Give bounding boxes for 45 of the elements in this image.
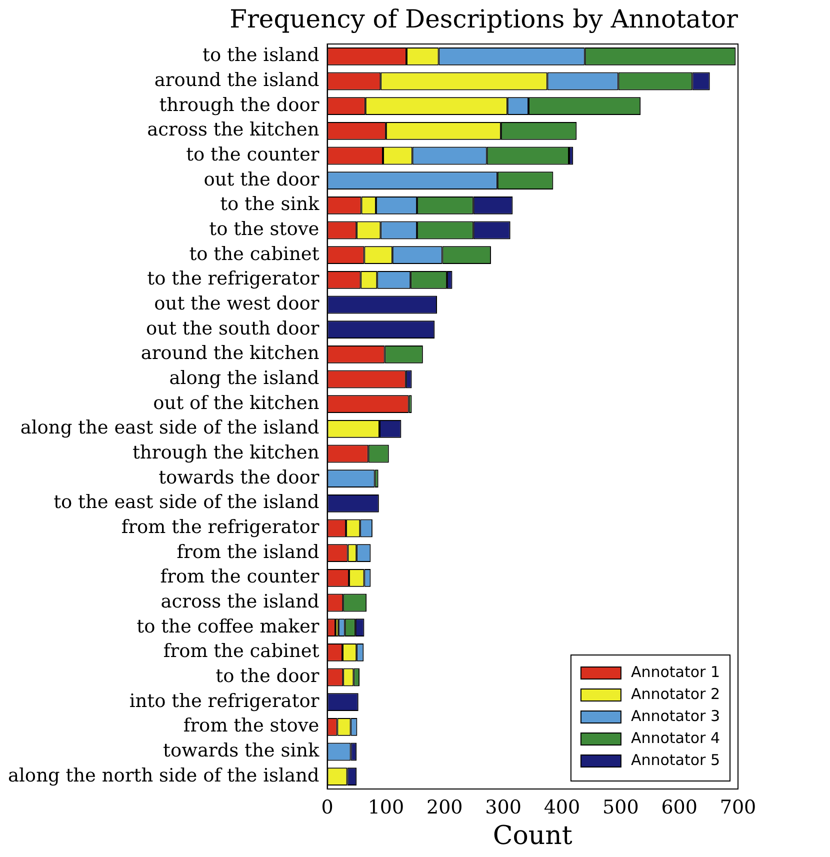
y-tick-label: along the east side of the island bbox=[20, 418, 320, 439]
y-tick-label: from the island bbox=[176, 542, 320, 563]
y-tick-label: to the east side of the island bbox=[54, 492, 320, 514]
x-tick-label: 600 bbox=[661, 796, 698, 818]
y-tick-label: from the cabinet bbox=[163, 641, 320, 662]
y-tick-label: out the south door bbox=[146, 318, 320, 340]
x-axis-title: Count bbox=[492, 821, 573, 852]
y-tick-label: across the kitchen bbox=[147, 120, 320, 141]
y-tick-label: towards the sink bbox=[163, 740, 320, 762]
y-tick-label: to the door bbox=[216, 666, 320, 688]
y-tick-label: out of the kitchen bbox=[153, 392, 320, 414]
y-tick-label: from the counter bbox=[160, 566, 320, 588]
x-tick-label: 500 bbox=[602, 796, 639, 818]
x-tick-label: 200 bbox=[426, 796, 463, 818]
legend-label: Annotator 1 bbox=[630, 662, 720, 681]
y-tick-label: around the kitchen bbox=[140, 343, 320, 364]
x-tick-label: 300 bbox=[485, 796, 522, 818]
y-tick-label: through the kitchen bbox=[132, 442, 320, 464]
legend-label: Annotator 3 bbox=[630, 706, 720, 725]
y-tick-label: out the door bbox=[204, 169, 320, 190]
y-tick-label: across the island bbox=[160, 592, 320, 613]
y-tick-label: to the refrigerator bbox=[147, 268, 320, 290]
y-tick-label: along the island bbox=[169, 368, 320, 390]
x-tick-label: 100 bbox=[368, 796, 404, 818]
y-tick-label: to the counter bbox=[186, 144, 320, 166]
legend-label: Annotator 2 bbox=[630, 684, 720, 703]
y-tick-label: from the stove bbox=[183, 716, 320, 737]
legend-label: Annotator 4 bbox=[630, 728, 720, 747]
x-tick-label: 700 bbox=[720, 796, 756, 818]
x-tick-label: 400 bbox=[544, 796, 580, 818]
y-tick-label: towards the door bbox=[158, 467, 320, 488]
y-tick-label: along the north side of the island bbox=[8, 765, 320, 786]
x-tick-label: 0 bbox=[321, 796, 334, 818]
y-tick-label: through the door bbox=[159, 94, 320, 116]
y-tick-label: to the sink bbox=[220, 194, 320, 216]
y-tick-label: to the cabinet bbox=[189, 244, 320, 265]
y-tick-label: from the refrigerator bbox=[121, 517, 320, 538]
y-tick-label: out the west door bbox=[154, 294, 320, 315]
chart-title: Frequency of Descriptions by Annotator bbox=[230, 4, 738, 34]
y-tick-label: to the coffee maker bbox=[136, 616, 320, 638]
y-tick-label: to the stove bbox=[209, 219, 320, 240]
y-tick-label: around the island bbox=[154, 70, 320, 92]
y-tick-label: into the refrigerator bbox=[129, 690, 320, 712]
legend-label: Annotator 5 bbox=[630, 750, 720, 769]
y-tick-label: to the island bbox=[202, 45, 320, 66]
